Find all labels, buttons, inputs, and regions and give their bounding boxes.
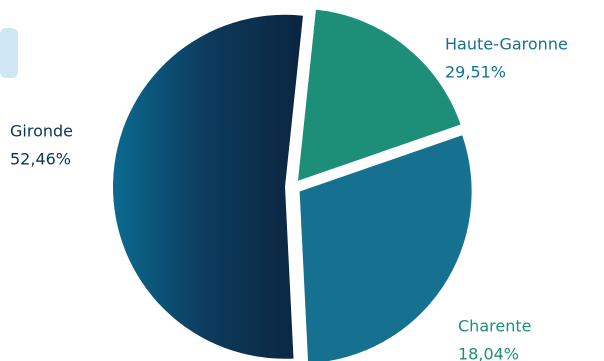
pie-slice bbox=[297, 9, 461, 181]
slice-label: Charente bbox=[458, 317, 531, 336]
slice-value: 52,46% bbox=[10, 150, 71, 169]
pie-slice bbox=[299, 135, 472, 361]
slice-label: Gironde bbox=[10, 122, 73, 141]
slice-label: Haute-Garonne bbox=[445, 35, 568, 54]
slice-value: 18,04% bbox=[458, 345, 519, 361]
slice-value: 29,51% bbox=[445, 63, 506, 82]
pie-slice bbox=[113, 14, 303, 359]
menu-icon[interactable] bbox=[0, 28, 18, 78]
